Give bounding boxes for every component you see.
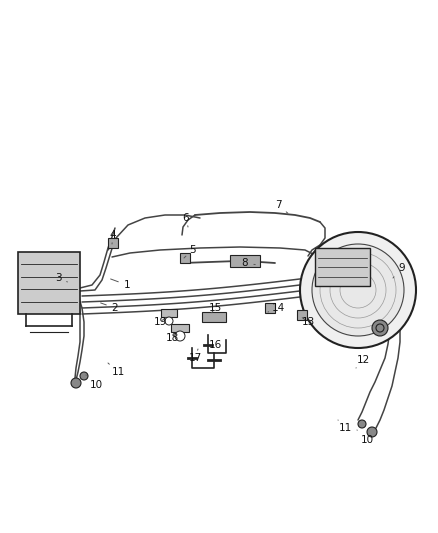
Text: 8: 8 bbox=[242, 258, 255, 268]
Circle shape bbox=[80, 372, 88, 380]
Text: 6: 6 bbox=[183, 213, 189, 227]
Text: 14: 14 bbox=[268, 303, 285, 313]
Bar bbox=[297, 310, 307, 320]
Text: 13: 13 bbox=[301, 317, 314, 327]
Text: 19: 19 bbox=[153, 317, 166, 327]
Text: 17: 17 bbox=[188, 349, 201, 363]
Circle shape bbox=[358, 420, 366, 428]
Bar bbox=[230, 255, 260, 267]
Bar bbox=[161, 309, 177, 317]
Bar bbox=[171, 324, 189, 332]
Bar bbox=[265, 303, 275, 313]
Text: 4: 4 bbox=[110, 230, 117, 244]
Bar bbox=[108, 238, 118, 248]
Text: 16: 16 bbox=[208, 337, 222, 350]
Circle shape bbox=[372, 320, 388, 336]
Circle shape bbox=[71, 378, 81, 388]
Circle shape bbox=[175, 331, 185, 341]
Text: 12: 12 bbox=[356, 355, 370, 368]
Circle shape bbox=[300, 232, 416, 348]
Text: 7: 7 bbox=[275, 200, 288, 213]
Text: 3: 3 bbox=[55, 273, 67, 283]
Text: 11: 11 bbox=[338, 420, 352, 433]
Bar bbox=[180, 253, 190, 263]
Circle shape bbox=[376, 324, 384, 332]
Bar bbox=[315, 248, 370, 286]
Text: 1: 1 bbox=[111, 279, 131, 290]
Text: 15: 15 bbox=[208, 303, 222, 313]
Text: 10: 10 bbox=[86, 375, 102, 390]
Text: 5: 5 bbox=[184, 245, 195, 258]
Text: 18: 18 bbox=[166, 333, 179, 343]
Bar bbox=[202, 312, 226, 322]
Circle shape bbox=[165, 317, 173, 325]
Circle shape bbox=[367, 427, 377, 437]
Text: 11: 11 bbox=[108, 363, 125, 377]
Circle shape bbox=[312, 244, 404, 336]
Text: 2: 2 bbox=[101, 303, 118, 313]
Text: 9: 9 bbox=[393, 263, 405, 278]
Bar bbox=[18, 252, 80, 314]
Text: 10: 10 bbox=[357, 430, 374, 445]
